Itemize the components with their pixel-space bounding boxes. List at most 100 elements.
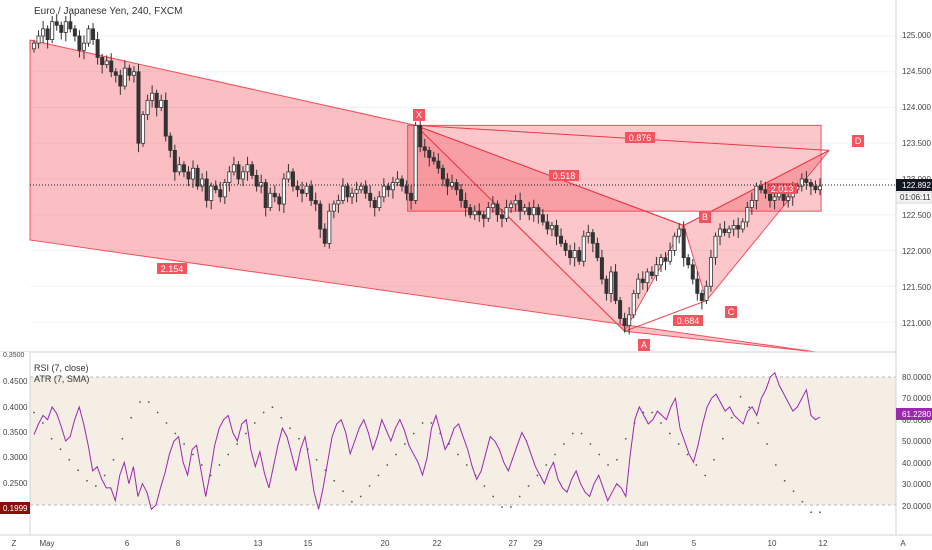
outer-projection-zone <box>29 39 817 353</box>
candle <box>513 194 518 212</box>
rsi-tick: 50.0000 <box>902 437 931 446</box>
candle <box>754 182 759 210</box>
time-axis[interactable] <box>0 535 932 550</box>
atr-dot <box>492 495 495 498</box>
atr-dot <box>236 443 239 445</box>
candle <box>95 31 100 65</box>
candle <box>699 289 704 310</box>
candle <box>418 119 423 153</box>
candle <box>718 223 723 246</box>
candle <box>118 69 123 95</box>
point-label-x: X <box>413 109 425 121</box>
time-axis-ticks: May 6 8 13 15 20 22 27 29 Jun 5 10 12 <box>39 539 828 548</box>
atr-dot <box>748 406 751 409</box>
rsi-band <box>30 377 896 505</box>
atr-dot <box>774 464 777 466</box>
atr-dot <box>483 485 486 487</box>
candle <box>68 13 73 33</box>
price-pane[interactable] <box>30 0 896 352</box>
candle <box>649 266 654 280</box>
time-tick: 12 <box>819 539 828 548</box>
atr-dot <box>589 443 592 445</box>
rsi-tick: 20.0000 <box>902 502 931 511</box>
corner-label-left[interactable]: Z <box>12 539 17 548</box>
atr-dot <box>139 401 141 403</box>
candle <box>191 160 196 188</box>
atr-dot <box>704 474 707 477</box>
time-tick: 27 <box>509 539 518 548</box>
candle <box>727 225 732 238</box>
time-tick: 20 <box>381 539 390 548</box>
candle <box>422 138 427 158</box>
time-tick: Jun <box>636 539 649 548</box>
harmonic-pattern[interactable] <box>29 39 830 353</box>
atr-dot <box>271 406 274 409</box>
candle <box>618 296 623 324</box>
candle <box>345 182 350 203</box>
atr-legend[interactable]: ATR (7, SMA) <box>34 374 89 384</box>
ratio-label-abc: 0.518 <box>549 170 579 181</box>
candle <box>113 68 118 83</box>
corner-label-right[interactable]: A <box>900 539 906 548</box>
last-price-value: 122.892 <box>902 181 931 190</box>
time-tick: 13 <box>254 539 263 548</box>
rsi-legend[interactable]: RSI (7, close) <box>34 363 89 373</box>
atr-dot <box>377 474 380 477</box>
atr-dot <box>227 453 230 456</box>
atr-dot <box>289 427 292 430</box>
svg-text:2.154: 2.154 <box>161 264 184 274</box>
candle <box>463 192 468 217</box>
candle <box>572 242 577 267</box>
atr-dot <box>598 453 601 456</box>
candle <box>318 200 323 238</box>
atr-dot <box>783 479 786 482</box>
candle <box>609 266 614 303</box>
candle <box>595 237 600 262</box>
price-tick: 123.500 <box>902 139 931 148</box>
atr-dot <box>757 422 760 424</box>
candle <box>749 192 754 215</box>
candle <box>568 244 573 265</box>
atr-dot <box>368 485 371 487</box>
point-label-c: C <box>725 306 737 318</box>
candle <box>536 204 541 224</box>
atr-dot <box>68 458 71 461</box>
candle <box>599 249 604 285</box>
candle <box>731 219 736 237</box>
time-tick: 15 <box>304 539 313 548</box>
atr-dot <box>121 437 124 440</box>
price-axis[interactable] <box>896 0 932 550</box>
atr-dot <box>333 479 336 482</box>
candle <box>577 246 582 265</box>
candle <box>404 180 409 201</box>
atr-dot <box>430 422 433 424</box>
atr-dot <box>465 464 468 466</box>
time-tick: May <box>39 539 54 548</box>
candle <box>368 185 373 208</box>
atr-tick: 0.3000 <box>3 453 28 462</box>
candle <box>631 289 636 319</box>
candle <box>658 254 663 272</box>
candle <box>309 180 314 206</box>
atr-dot <box>695 464 698 466</box>
price-tick: 122.500 <box>902 211 931 220</box>
candle <box>209 182 214 210</box>
candle <box>472 205 477 221</box>
atr-dot <box>721 437 724 440</box>
candle <box>277 193 282 212</box>
candle <box>163 92 168 142</box>
candle <box>545 214 550 235</box>
candle <box>686 254 691 269</box>
candle <box>586 224 591 244</box>
candle <box>799 173 804 192</box>
atr-tick: 0.3500 <box>3 428 28 437</box>
atr-value: 0.1999 <box>3 504 28 513</box>
candle <box>200 173 205 192</box>
symbol-title[interactable]: Euro / Japanese Yen, 240, FXCM <box>34 6 182 17</box>
atr-dot <box>651 411 654 414</box>
candle <box>677 223 682 244</box>
ratio-label-bcd: 2.013 <box>767 183 797 194</box>
candle <box>254 169 259 192</box>
